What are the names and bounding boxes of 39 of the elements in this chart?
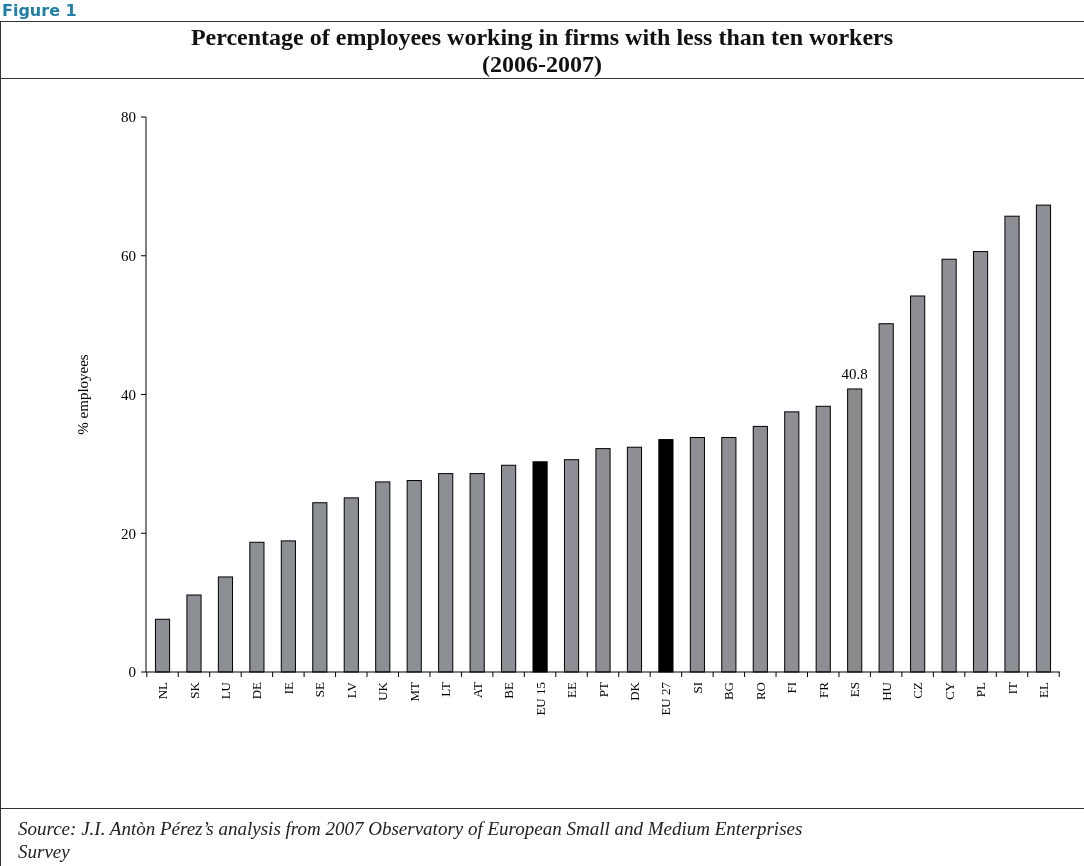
x-tick-label: FI bbox=[784, 682, 800, 694]
x-tick-label: UK bbox=[375, 681, 391, 701]
x-tick-label: AT bbox=[469, 681, 485, 698]
x-tick-label: DK bbox=[627, 681, 643, 701]
x-tick-label: LV bbox=[343, 681, 359, 699]
x-tick-label: PT bbox=[595, 681, 611, 698]
x-tick-label: EU 15 bbox=[532, 682, 548, 716]
x-tick-label: IE bbox=[280, 681, 296, 695]
x-tick-label: BE bbox=[501, 681, 517, 699]
x-tick-label: LT bbox=[438, 681, 454, 697]
x-tick-label: RO bbox=[752, 682, 768, 701]
y-tick-label: 20 bbox=[121, 525, 136, 542]
caption: Figure 1 bbox=[2, 1, 77, 20]
x-tick-label: EE bbox=[564, 681, 580, 698]
x-tick-label: MT bbox=[406, 681, 422, 702]
x-tick-label: ES bbox=[847, 682, 863, 698]
y-tick-label: 60 bbox=[121, 248, 136, 264]
x-tick-label: NL bbox=[155, 681, 171, 700]
y-axis-title: % employees bbox=[75, 354, 91, 435]
y-tick-label: 40 bbox=[121, 386, 136, 403]
x-tick-label: CY bbox=[941, 681, 957, 701]
x-tick-label: EU 27 bbox=[658, 681, 674, 716]
x-tick-label: IT bbox=[1004, 681, 1020, 695]
x-tick-label: FR bbox=[815, 681, 831, 698]
y-tick-label: 80 bbox=[121, 109, 136, 126]
x-tick-label: DE bbox=[249, 681, 265, 700]
x-tick-label: CZ bbox=[910, 681, 926, 699]
x-tick-label: BG bbox=[721, 682, 737, 701]
y-tick-label: 0 bbox=[128, 664, 136, 681]
x-tick-label: SE bbox=[312, 681, 328, 698]
x-tick-label: LU bbox=[217, 681, 233, 700]
x-tick-label: SK bbox=[186, 681, 202, 699]
x-tick-label: PL bbox=[973, 681, 989, 698]
source-note: Source: J.I. Antòn Pérez’s analysis from 2007 Observatory of European Small and Medium Enterprises Survey bbox=[18, 818, 803, 862]
x-tick-label: EL bbox=[1036, 681, 1052, 698]
x-tick-label: SI bbox=[689, 682, 705, 694]
data-label: 40.8 bbox=[841, 365, 868, 382]
x-tick-label: HU bbox=[878, 681, 894, 701]
chart-title: Percentage of employees working in firms with less than ten workers (2006-2007) bbox=[190, 24, 894, 77]
